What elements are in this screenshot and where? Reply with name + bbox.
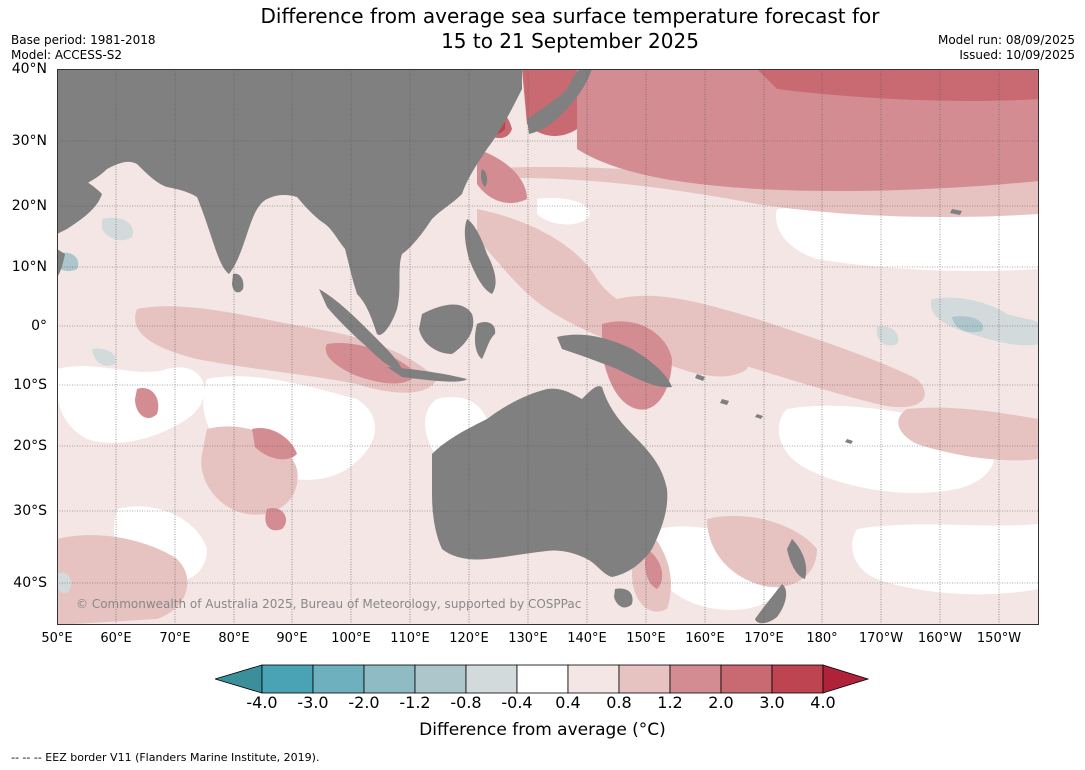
- colorbar-segment: [720, 664, 773, 694]
- lon-label-50e: 50°E: [41, 631, 73, 646]
- colorbar: [215, 664, 870, 694]
- lon-label-150e: 150°E: [626, 631, 666, 646]
- land-new-zealand-south: [755, 584, 787, 624]
- title-line-2: 15 to 21 September 2025: [441, 29, 699, 53]
- land-sumatra: [319, 289, 402, 370]
- model-run: Model run: 08/09/2025: [937, 33, 1075, 47]
- cool-anomaly-areas: [57, 217, 1039, 594]
- land-masses: [57, 69, 962, 624]
- lon-label-60e: 60°E: [100, 631, 132, 646]
- eez-footnote: -- -- -- EEZ border V11 (Flanders Marine…: [11, 751, 320, 764]
- lat-label-40n: 40°N: [11, 61, 47, 77]
- colorbar-segment: [261, 664, 314, 694]
- cb-tick-9: 2.0: [708, 693, 734, 712]
- lon-label-100e: 100°E: [331, 631, 371, 646]
- lon-label-130e: 130°E: [508, 631, 548, 646]
- land-new-zealand-north: [787, 539, 807, 579]
- lat-label-20n: 20°N: [11, 198, 47, 214]
- colorbar-segment: [312, 664, 365, 694]
- lat-label-20s: 20°S: [13, 438, 47, 454]
- cb-tick-2: -2.0: [348, 693, 380, 712]
- lat-label-eq: 0°: [31, 318, 47, 334]
- land-philippines: [464, 219, 496, 294]
- colorbar-segment: [618, 664, 671, 694]
- title-line-1: Difference from average sea surface temp…: [260, 4, 880, 28]
- colorbar-segment: [516, 664, 569, 694]
- lon-label-150w: 150°W: [976, 631, 1022, 646]
- land-arabia: [57, 169, 102, 234]
- meta-right: Model run: 08/09/2025 Issued: 10/09/2025: [938, 33, 1075, 63]
- cb-tick-10: 3.0: [759, 693, 785, 712]
- map-copyright: © Commonwealth of Australia 2025, Bureau…: [76, 597, 582, 611]
- colorbar-segment: [669, 664, 722, 694]
- land-tasmania: [614, 588, 633, 608]
- cb-tick-11: 4.0: [810, 693, 836, 712]
- lon-label-70e: 70°E: [159, 631, 191, 646]
- land-sri-lanka: [232, 273, 244, 293]
- cb-tick-4: -0.8: [450, 693, 482, 712]
- colorbar-extend-low: [215, 664, 263, 694]
- lon-label-120e: 120°E: [449, 631, 489, 646]
- lat-label-10n: 10°N: [11, 259, 47, 275]
- land-taiwan: [481, 169, 488, 187]
- colorbar-segment: [414, 664, 467, 694]
- lon-label-180: 180°: [806, 631, 838, 646]
- chart-title: Difference from average sea surface temp…: [0, 4, 1085, 54]
- land-sulawesi: [474, 322, 496, 359]
- land-africa: [57, 249, 65, 277]
- cb-tick-8: 1.2: [657, 693, 683, 712]
- lon-label-170w: 170°W: [858, 631, 904, 646]
- colorbar-segment: [771, 664, 824, 694]
- lon-label-140e: 140°E: [567, 631, 607, 646]
- colorbar-extend-high: [822, 664, 870, 694]
- land-asia: [57, 69, 522, 335]
- colorbar-segment: [567, 664, 620, 694]
- colorbar-label: Difference from average (°C): [419, 720, 666, 740]
- land-borneo: [419, 304, 474, 354]
- colorbar-segment: [465, 664, 518, 694]
- cb-tick-0: -4.0: [246, 693, 278, 712]
- lon-label-160w: 160°W: [917, 631, 963, 646]
- land-new-guinea: [557, 334, 672, 388]
- lon-label-160e: 160°E: [685, 631, 725, 646]
- model-name: Model: ACCESS-S2: [11, 48, 123, 62]
- lon-label-90e: 90°E: [276, 631, 308, 646]
- lat-label-40s: 40°S: [13, 575, 47, 591]
- cb-tick-3: -1.2: [399, 693, 431, 712]
- base-period: Base period: 1981-2018: [11, 33, 156, 47]
- cb-tick-6: 0.4: [555, 693, 581, 712]
- lon-label-170e: 170°E: [744, 631, 784, 646]
- colorbar-segment: [363, 664, 416, 694]
- map-frame: [57, 69, 1039, 625]
- land-japan: [527, 69, 592, 134]
- land-australia: [432, 386, 668, 577]
- lat-label-10s: 10°S: [13, 377, 47, 393]
- issued-date: Issued: 10/09/2025: [959, 48, 1075, 62]
- sst-anomaly-map: [57, 69, 1039, 625]
- cb-tick-5: -0.4: [501, 693, 533, 712]
- land-java: [387, 367, 467, 382]
- meta-left: Base period: 1981-2018 Model: ACCESS-S2: [11, 33, 156, 63]
- lon-label-80e: 80°E: [218, 631, 250, 646]
- lat-label-30n: 30°N: [11, 133, 47, 149]
- lon-label-110e: 110°E: [390, 631, 430, 646]
- graticule: [57, 69, 1039, 625]
- lat-label-30s: 30°S: [13, 503, 47, 519]
- cb-tick-7: 0.8: [606, 693, 632, 712]
- cb-tick-1: -3.0: [297, 693, 329, 712]
